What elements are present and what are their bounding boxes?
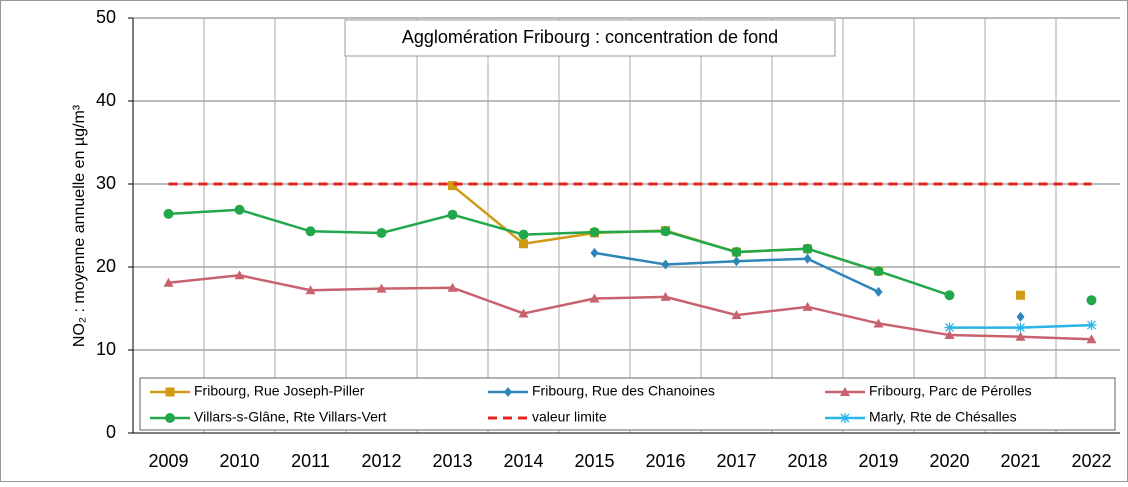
title-box [344,19,836,57]
marker [519,239,528,249]
marker [448,181,457,191]
marker [873,318,884,328]
marker [660,226,671,237]
marker [504,387,512,397]
marker [731,247,742,258]
x-tick-label: 2013 [432,451,472,471]
x-tick-label: 2015 [574,451,614,471]
marker [1086,320,1097,331]
x-tick-label: 2011 [291,451,330,471]
y-tick-label: 10 [96,339,116,359]
marker [1086,334,1097,344]
marker [944,290,955,301]
marker [802,301,813,311]
marker [589,293,600,303]
legend-label: Marly, Rte de Chésalles [869,409,1017,425]
legend-label: valeur limite [532,409,607,425]
marker [1015,322,1026,333]
x-tick-label: 2016 [645,451,685,471]
x-tick-label: 2020 [929,451,969,471]
x-tick-label: 2022 [1071,451,1111,471]
y-tick-label: 0 [106,422,116,442]
x-tick-label: 2017 [716,451,756,471]
marker [447,282,458,292]
marker [165,413,175,423]
x-tick-label: 2012 [361,451,401,471]
y-tick-label: 30 [96,173,116,193]
marker [802,243,813,254]
y-tick-label: 50 [96,7,116,27]
y-tick-label: 20 [96,256,116,276]
legend: Fribourg, Rue Joseph-Piller Fribourg, Rue… [150,383,1032,425]
marker [731,310,742,320]
marker [944,322,955,333]
marker [590,247,599,258]
legend-label: Fribourg, Rue Joseph-Piller [194,383,365,399]
marker [518,308,529,318]
marker [1015,331,1026,341]
marker [1016,290,1025,300]
legend-label: Villars-s-Glâne, Rte Villars-Vert [194,409,387,425]
marker [944,330,955,340]
marker [660,291,671,301]
marker [163,277,174,287]
marker [234,270,245,280]
marker [1016,311,1025,322]
marker [874,286,883,297]
series-line [168,274,1092,341]
x-tick-label: 2018 [787,451,827,471]
marker [840,413,850,423]
lines [163,181,1097,344]
marker [803,253,812,264]
legend-label: Fribourg, Parc de Pérolles [869,383,1032,399]
x-tick-label: 2019 [858,451,898,471]
legend-label: Fribourg, Rue des Chanoines [532,383,715,399]
marker [589,227,600,238]
marker [732,256,741,267]
x-tick-label: 2014 [503,451,543,471]
marker [305,285,316,295]
marker [518,229,529,240]
marker [1086,295,1097,306]
marker [873,266,884,277]
x-tick-label: 2009 [148,451,188,471]
marker [840,387,850,396]
marker [661,259,670,270]
legend-box [139,377,1116,431]
marker [447,209,458,220]
y-axis-label: NO₂ : moyenne annuelle en µg/m³ [71,104,88,347]
marker [376,283,387,293]
marker [376,227,387,238]
chart-title: Agglomération Fribourg : concentration d… [402,27,778,47]
y-tick-label: 40 [96,90,116,110]
marker [163,208,174,219]
x-tick-label: 2021 [1000,451,1040,471]
marker [305,226,316,237]
marker [165,387,175,397]
x-tick-label: 2010 [219,451,259,471]
marker [234,204,245,215]
